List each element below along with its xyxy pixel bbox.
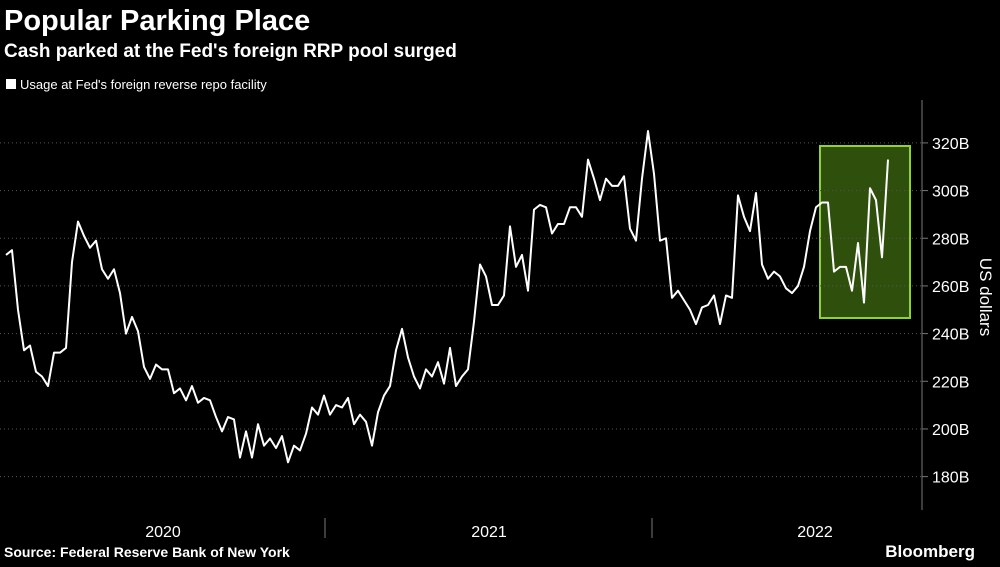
y-tick-label: 180B [932, 470, 969, 487]
x-tick-label: 2022 [797, 524, 833, 541]
chart-subtitle: Cash parked at the Fed's foreign RRP poo… [4, 41, 457, 62]
x-tick-label: 2021 [471, 524, 507, 541]
y-tick-label: 260B [932, 279, 969, 296]
legend-label: Usage at Fed's foreign reverse repo faci… [20, 77, 267, 92]
chart-title: Popular Parking Place [4, 5, 310, 37]
brand: Bloomberg [885, 542, 975, 561]
line [5, 129, 889, 464]
y-axis-label: US dollars [976, 258, 995, 336]
y-tick-label: 240B [932, 327, 969, 344]
y-tick-label: 200B [932, 422, 969, 439]
y-tick-label: 320B [932, 136, 969, 153]
y-tick-label: 280B [932, 231, 969, 248]
x-tick-label: 2020 [145, 524, 181, 541]
legend-swatch [6, 79, 16, 89]
source: Source: Federal Reserve Bank of New York [4, 544, 290, 560]
y-tick-label: 300B [932, 184, 969, 201]
y-tick-label: 220B [932, 374, 969, 391]
